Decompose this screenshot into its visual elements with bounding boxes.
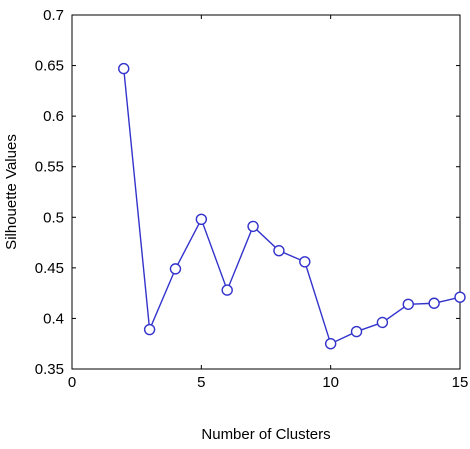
y-tick-label: 0.5 bbox=[43, 209, 64, 226]
series-layer bbox=[118, 62, 466, 350]
y-tick-label: 0.45 bbox=[35, 260, 64, 277]
y-axis-label: Silhouette Values bbox=[3, 134, 20, 250]
data-point-marker bbox=[402, 298, 414, 310]
y-tick-label: 0.65 bbox=[35, 58, 64, 75]
data-point-marker bbox=[143, 323, 156, 336]
data-point-marker bbox=[376, 316, 389, 329]
data-point-marker bbox=[118, 62, 130, 75]
y-tick-label: 0.55 bbox=[35, 159, 64, 176]
data-point-marker bbox=[273, 244, 285, 257]
data-point-marker bbox=[324, 338, 337, 350]
y-tick-label: 0.4 bbox=[43, 310, 64, 327]
x-tick-label: 15 bbox=[452, 374, 469, 391]
data-point-marker bbox=[454, 291, 466, 303]
x-tick-label: 10 bbox=[322, 374, 339, 391]
data-point-marker bbox=[247, 220, 259, 233]
data-point-marker bbox=[169, 263, 182, 275]
y-tick-label: 0.6 bbox=[43, 108, 64, 125]
data-point-marker bbox=[428, 297, 440, 309]
ticks-layer: 0 5 10 15 0.35 0.4 0.45 0.5 0.55 0.6 0.65 0.7 bbox=[35, 7, 469, 391]
data-point-marker bbox=[221, 284, 233, 296]
data-point-marker bbox=[195, 213, 208, 226]
x-axis-label: Number of Clusters bbox=[201, 426, 330, 443]
data-point-marker bbox=[299, 256, 311, 268]
y-tick-label: 0.7 bbox=[43, 7, 64, 24]
y-tick-label: 0.35 bbox=[35, 361, 64, 378]
x-tick-label: 0 bbox=[68, 374, 76, 391]
plot-area-frame bbox=[71, 14, 461, 370]
data-point-marker bbox=[350, 325, 363, 338]
x-tick-label: 5 bbox=[197, 374, 205, 391]
